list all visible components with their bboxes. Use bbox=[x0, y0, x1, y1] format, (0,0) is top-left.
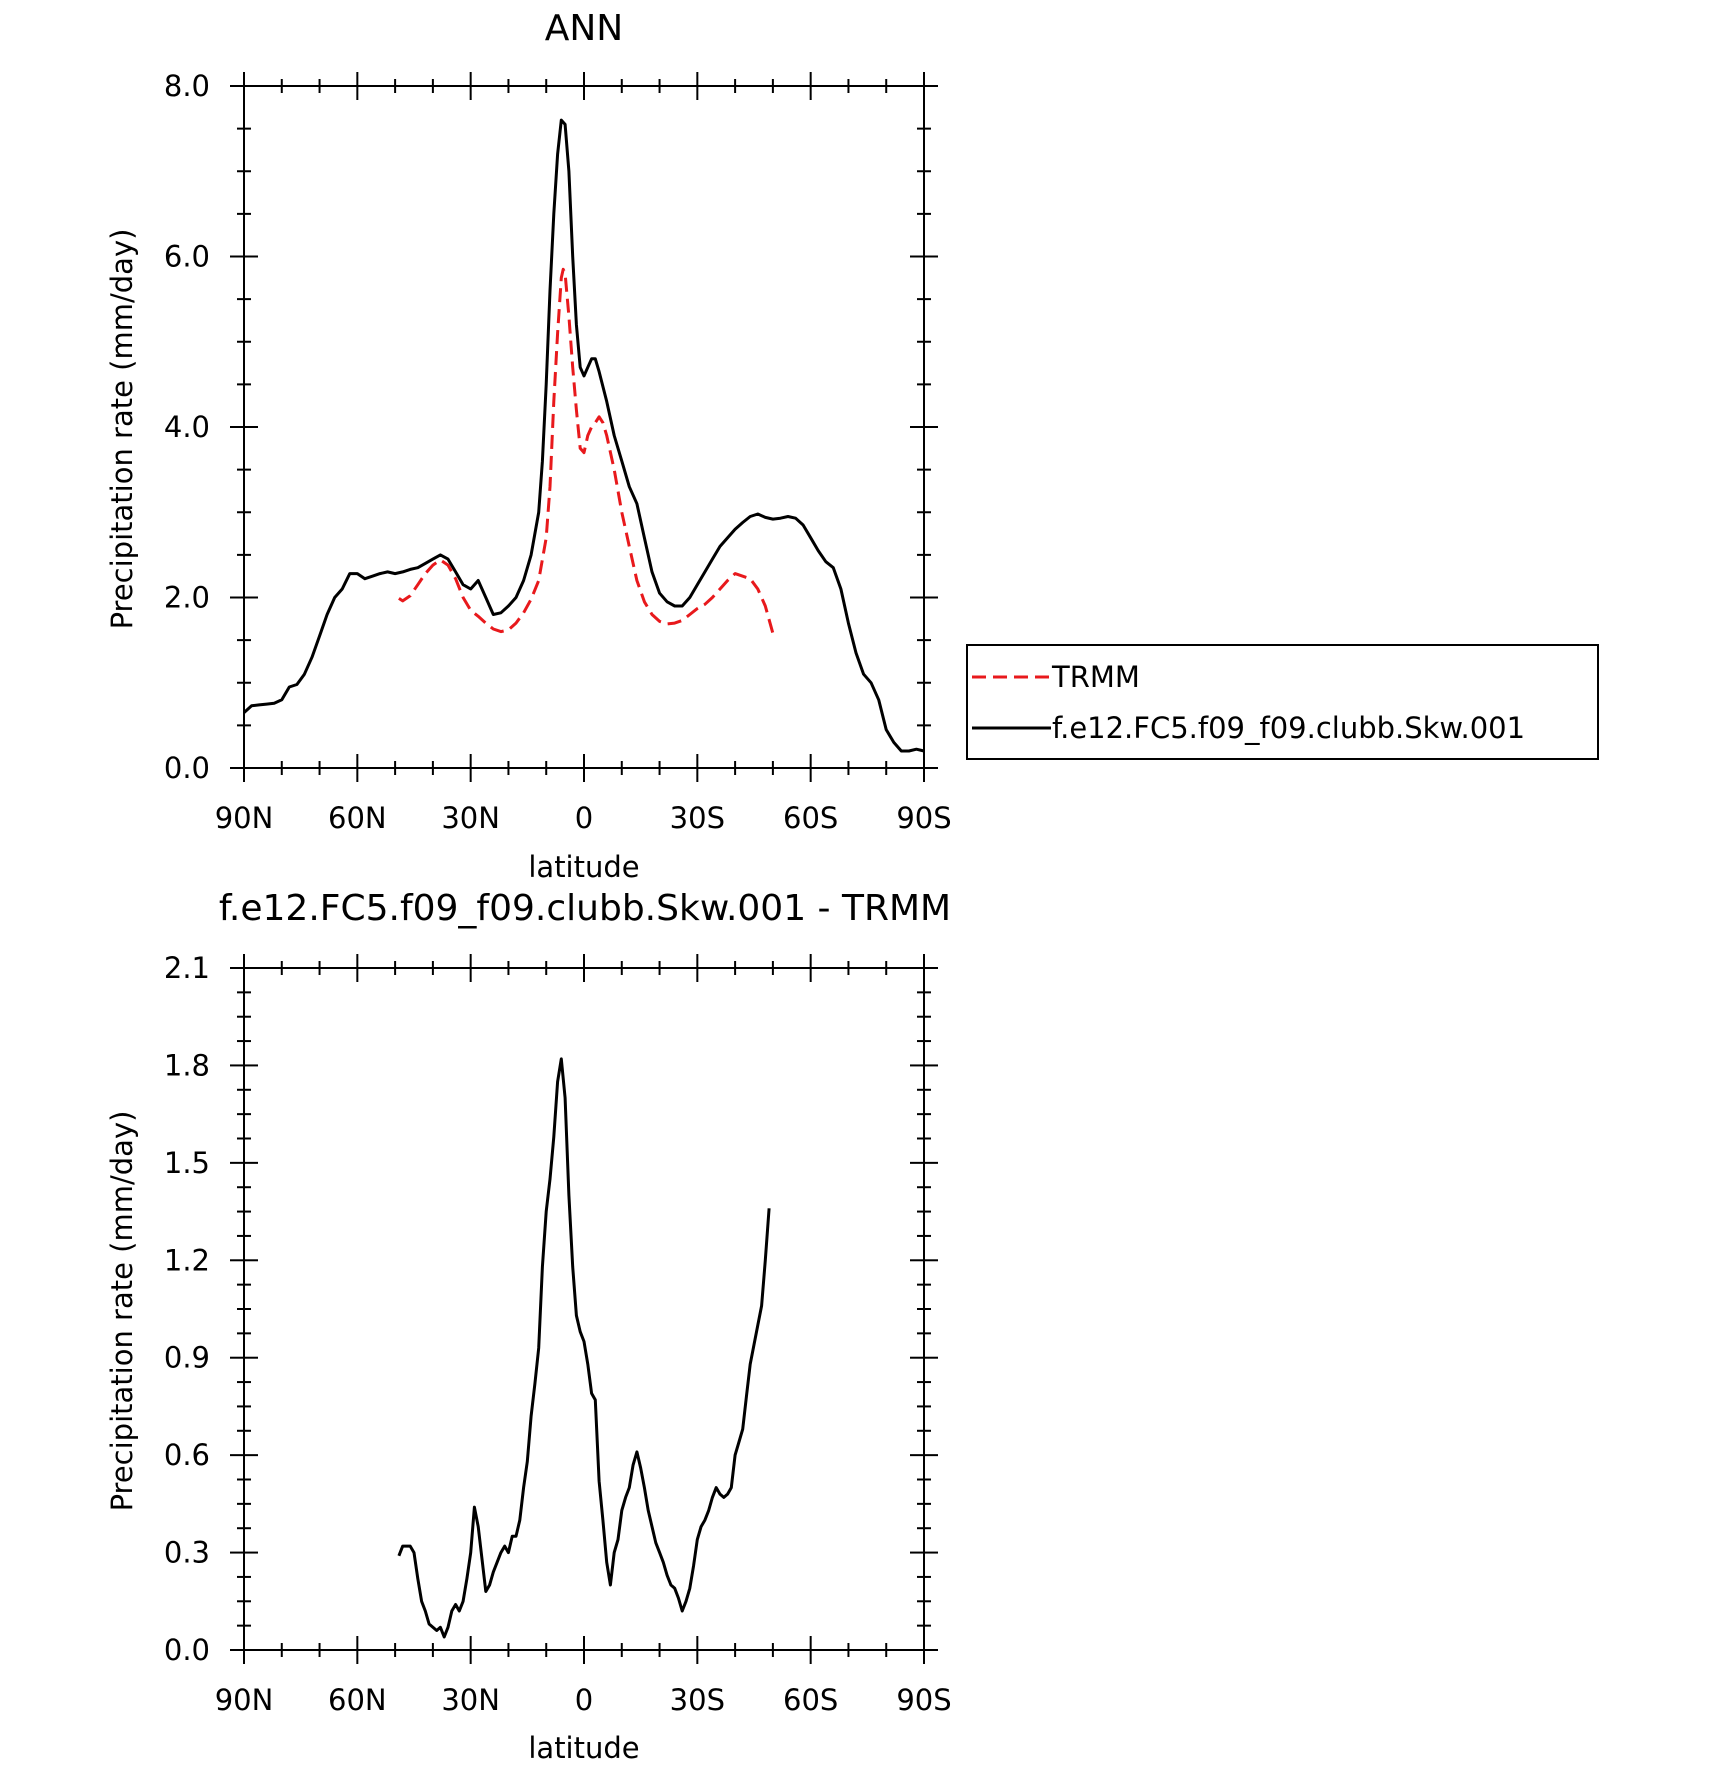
series-line-trmm bbox=[398, 267, 775, 634]
y-tick-label: 1.5 bbox=[164, 1146, 210, 1180]
y-axis-label: Precipitation rate (mm/day) bbox=[105, 1111, 139, 1512]
x-tick-label: 0 bbox=[575, 1683, 593, 1717]
series-line-model bbox=[242, 118, 925, 753]
x-axis-label: latitude bbox=[528, 850, 639, 884]
axes: 90N 60N 30N 0 30S 60S 90S 0.0 0.3 0.6 0.9 1.2 1.5 1.8… bbox=[164, 951, 952, 1717]
x-tick-label: 90N bbox=[215, 1683, 274, 1717]
y-tick-label: 8.0 bbox=[164, 69, 210, 103]
x-tick-label: 30S bbox=[670, 801, 725, 835]
y-tick-label: 0.0 bbox=[164, 751, 210, 785]
legend-box bbox=[966, 644, 1599, 760]
axes: 90N 60N 30N 0 30S 60S 90S 0.0 2.0 4.0 6.0 8.0 bbox=[164, 69, 952, 835]
y-axis-label: Precipitation rate (mm/day) bbox=[105, 229, 139, 630]
y-tick-label: 4.0 bbox=[164, 410, 210, 444]
x-tick-label: 60N bbox=[328, 1683, 387, 1717]
plot-frame bbox=[243, 967, 925, 1651]
series-layer bbox=[397, 1057, 771, 1639]
x-tick-label: 30N bbox=[441, 1683, 500, 1717]
y-tick-label: 0.3 bbox=[164, 1536, 210, 1570]
y-tick-label: 2.1 bbox=[164, 951, 210, 985]
x-tick-label: 90N bbox=[215, 801, 274, 835]
x-tick-label: 30N bbox=[441, 801, 500, 835]
x-tick-label: 60S bbox=[783, 801, 838, 835]
legend-label-trmm: TRMM bbox=[1051, 660, 1140, 694]
panel-title: ANN bbox=[545, 8, 624, 49]
panel-difference: f.e12.FC5.f09_f09.clubb.Skw.001 - TRMM 9… bbox=[105, 888, 952, 1765]
y-tick-label: 1.2 bbox=[164, 1243, 210, 1277]
x-tick-label: 90S bbox=[896, 801, 951, 835]
panel-annual-precipitation: ANN 90N 60N 30N 0 30S 60S 90S 0.0 2.0 4.0 6.0 8.0 l… bbox=[105, 8, 1599, 884]
x-tick-label: 90S bbox=[896, 1683, 951, 1717]
legend-label-model: f.e12.FC5.f09_f09.clubb.Skw.001 bbox=[1052, 711, 1525, 745]
x-axis-label: latitude bbox=[528, 1731, 639, 1765]
x-tick-label: 60N bbox=[328, 801, 387, 835]
series-line-difference bbox=[397, 1057, 771, 1639]
y-tick-label: 6.0 bbox=[164, 240, 210, 274]
series-layer bbox=[242, 118, 925, 753]
y-tick-label: 2.0 bbox=[164, 581, 210, 615]
y-tick-label: 1.8 bbox=[164, 1048, 210, 1082]
y-tick-label: 0.6 bbox=[164, 1438, 210, 1472]
x-tick-label: 30S bbox=[670, 1683, 725, 1717]
x-tick-label: 0 bbox=[575, 801, 593, 835]
panel-title: f.e12.FC5.f09_f09.clubb.Skw.001 - TRMM bbox=[219, 888, 951, 929]
y-tick-label: 0.9 bbox=[164, 1341, 210, 1375]
legend: TRMM f.e12.FC5.f09_f09.clubb.Skw.001 bbox=[966, 644, 1599, 760]
y-tick-label: 0.0 bbox=[164, 1633, 210, 1667]
plot-frame bbox=[243, 85, 925, 769]
x-tick-label: 60S bbox=[783, 1683, 838, 1717]
